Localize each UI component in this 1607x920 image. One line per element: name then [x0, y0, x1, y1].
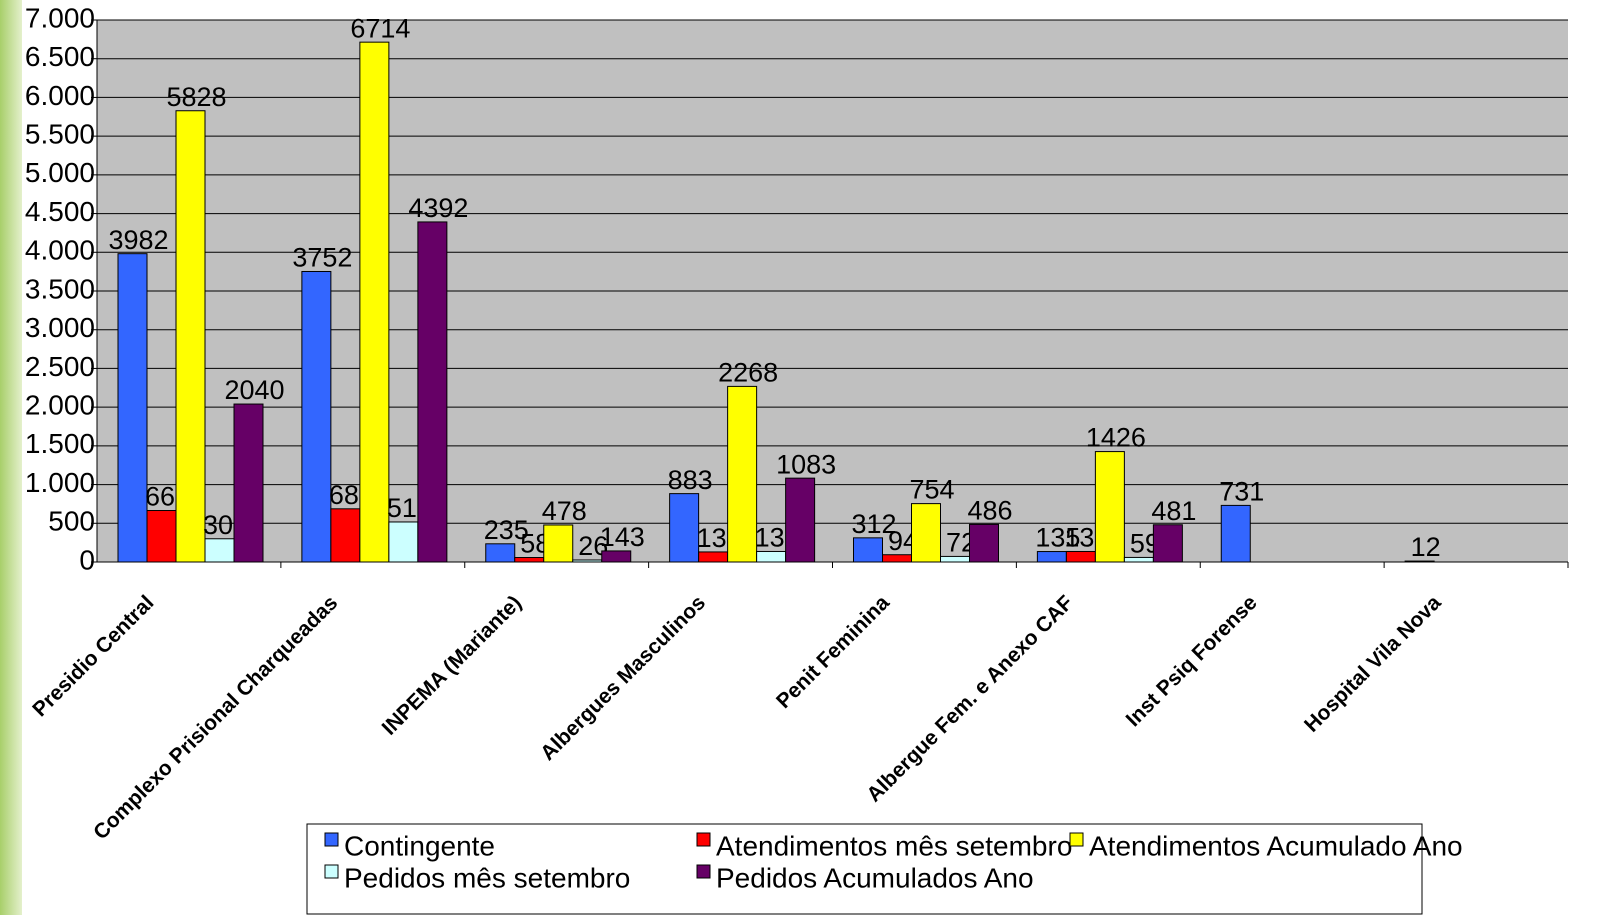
bar	[601, 550, 632, 563]
data-label: 478	[542, 496, 587, 526]
x-tick-label: Inst Psiq Forense	[1122, 591, 1262, 731]
x-tick-label: INPEMA (Mariante)	[378, 591, 527, 740]
legend-label: Atendimentos mês setembro	[716, 830, 1072, 861]
bar	[785, 477, 816, 563]
x-tick-label: Albergues Masculinos	[536, 591, 710, 765]
bar	[1152, 524, 1183, 563]
y-tick-label: 5.500	[25, 119, 95, 150]
data-label: 6714	[350, 13, 410, 43]
y-tick-label: 6.000	[25, 80, 95, 111]
y-tick-label: 500	[48, 506, 95, 537]
x-tick-label: Presidio Central	[28, 591, 158, 721]
data-label: 3982	[108, 225, 168, 255]
legend-swatch	[696, 864, 711, 879]
bar	[388, 521, 419, 563]
y-tick-label: 1.000	[25, 467, 95, 498]
bar	[1094, 451, 1125, 563]
y-tick-label: 1.500	[25, 428, 95, 459]
legend-swatch	[696, 832, 711, 847]
y-tick-label: 4.000	[25, 235, 95, 266]
bar	[543, 524, 574, 563]
data-label: 5828	[166, 82, 226, 112]
bar	[1220, 504, 1251, 563]
data-label: 235	[484, 515, 529, 545]
data-label: 135	[1035, 523, 1080, 553]
bar	[175, 110, 206, 563]
legend-swatch	[324, 832, 339, 847]
data-label: 2040	[224, 375, 284, 405]
bar	[969, 523, 999, 563]
bar	[359, 41, 390, 563]
bar	[1065, 550, 1096, 563]
bar	[330, 508, 361, 563]
y-tick-label: 6.500	[25, 41, 95, 72]
bar	[853, 537, 883, 563]
y-tick-label: 2.000	[25, 390, 95, 421]
x-tick-label: Hospital Vila Nova	[1300, 591, 1446, 737]
data-label: 754	[909, 475, 954, 505]
bar	[756, 550, 787, 563]
y-tick-label: 0	[79, 544, 95, 575]
data-label: 883	[668, 465, 713, 495]
side-strip	[0, 0, 22, 915]
data-label: 1426	[1086, 423, 1146, 453]
data-label: 12	[1411, 532, 1441, 562]
bar	[698, 551, 729, 563]
bar	[204, 538, 235, 563]
bar	[1404, 560, 1435, 563]
data-label: 4392	[408, 193, 468, 223]
legend-swatch	[1069, 832, 1084, 847]
y-tick-label: 3.500	[25, 273, 95, 304]
y-tick-label: 5.000	[25, 157, 95, 188]
bar	[669, 493, 700, 563]
bar	[233, 403, 264, 563]
bar	[417, 221, 448, 563]
data-label: 731	[1219, 477, 1264, 507]
legend-label: Pedidos mês setembro	[344, 862, 630, 893]
legend-label: Pedidos Acumulados Ano	[716, 862, 1034, 893]
bar	[727, 385, 758, 563]
data-label: 143	[600, 522, 645, 552]
bar	[911, 503, 941, 563]
y-tick-label: 2.500	[25, 351, 95, 382]
x-tick-label: Albergue Fem. e Anexo CAF	[862, 591, 1078, 807]
bar	[146, 510, 177, 563]
bar	[117, 253, 148, 563]
data-label: 312	[851, 509, 896, 539]
bar	[1036, 551, 1067, 563]
legend-swatch	[324, 864, 339, 879]
data-label: 481	[1151, 496, 1196, 526]
data-label: 2268	[718, 358, 778, 388]
data-label: 486	[967, 495, 1012, 525]
bar	[301, 270, 332, 563]
data-label: 1083	[776, 449, 836, 479]
y-tick-label: 4.500	[25, 196, 95, 227]
legend	[306, 823, 1423, 915]
legend-label: Contingente	[344, 830, 495, 861]
bar	[485, 543, 516, 563]
y-tick-label: 7.000	[25, 2, 95, 33]
legend-label: Atendimentos Acumulado Ano	[1089, 830, 1463, 861]
y-tick-label: 3.000	[25, 312, 95, 343]
x-tick-label: Penit Feminina	[772, 591, 894, 713]
data-label: 3752	[292, 243, 352, 273]
